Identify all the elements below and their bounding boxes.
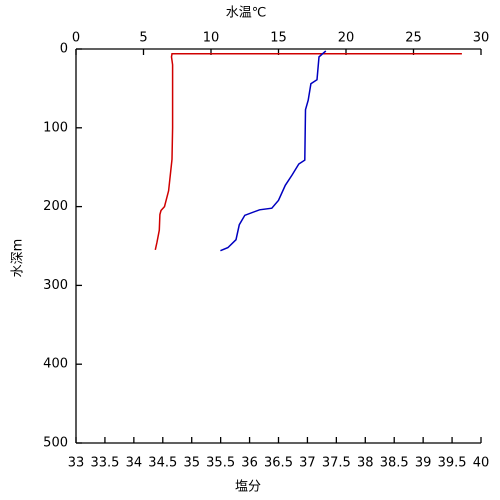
- x2-tick-label: 10: [203, 31, 220, 46]
- x-tick-label: 39.5: [438, 456, 467, 471]
- x-tick-label: 33.5: [90, 456, 119, 471]
- x-tick-label: 36: [241, 456, 258, 471]
- profile-line: [220, 50, 327, 252]
- x2-tick-label: 30: [473, 31, 490, 46]
- x2-tick-label: 25: [405, 31, 422, 46]
- x-tick-label: 35.5: [206, 456, 235, 471]
- x-tick-label: 37.5: [322, 456, 351, 471]
- x-tick-label: 33: [68, 456, 85, 471]
- x2-tick-label: 15: [270, 31, 287, 46]
- y-tick-label: 400: [43, 357, 68, 372]
- y-tick-label: 100: [43, 120, 68, 135]
- y-tick-label: 500: [43, 436, 68, 451]
- x-tick-label: 34.5: [148, 456, 177, 471]
- x2-tick-label: 0: [72, 31, 80, 46]
- x2-tick-label: 20: [338, 31, 355, 46]
- x-tick-label: 38: [357, 456, 374, 471]
- x-tick-label: 39: [415, 456, 432, 471]
- y-tick-label: 0: [60, 42, 68, 57]
- x-tick-label: 37: [299, 456, 316, 471]
- x2-tick-label: 5: [139, 31, 147, 46]
- x-tick-label: 35: [183, 456, 200, 471]
- y-axis-label: 水深m: [11, 239, 26, 278]
- profile-line: [154, 52, 462, 251]
- x-tick-label: 34: [126, 456, 143, 471]
- x2-axis-label: 水温℃: [226, 6, 267, 21]
- y-tick-label: 200: [43, 199, 68, 214]
- x-tick-label: 36.5: [264, 456, 293, 471]
- x-tick-label: 40: [473, 456, 490, 471]
- x-axis-label: 塩分: [235, 480, 261, 495]
- y-tick-label: 300: [43, 278, 68, 293]
- x-tick-label: 38.5: [380, 456, 409, 471]
